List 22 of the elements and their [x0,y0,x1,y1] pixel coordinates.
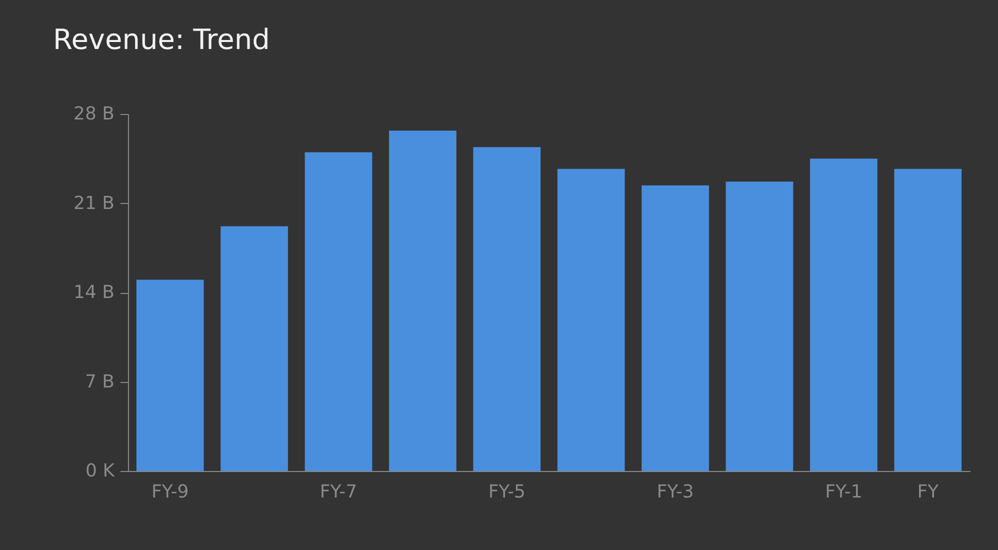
bar [304,152,372,471]
x-tick-label: FY-9 [152,482,189,502]
bar [642,185,709,471]
bar [389,130,456,471]
bar [136,280,204,471]
x-tick-label: FY-3 [656,482,694,502]
chart-title: Revenue: Trend [53,23,270,56]
y-tick-label: 7 B [84,371,114,392]
bar [473,147,541,471]
x-tick-label: FY [917,482,940,502]
y-tick-label: 21 B [74,192,114,214]
bar [810,158,878,471]
x-tick-label: FY-7 [320,482,358,502]
bar [894,168,962,471]
y-tick-label: 28 B [74,104,114,124]
x-tick-label: FY-5 [488,482,526,502]
y-tick-label: 14 B [74,282,114,303]
x-tick-label: FY-1 [825,482,862,502]
y-tick-label: 0 K [86,460,116,482]
bar [220,226,288,471]
bar [557,168,625,471]
bar [726,182,794,471]
